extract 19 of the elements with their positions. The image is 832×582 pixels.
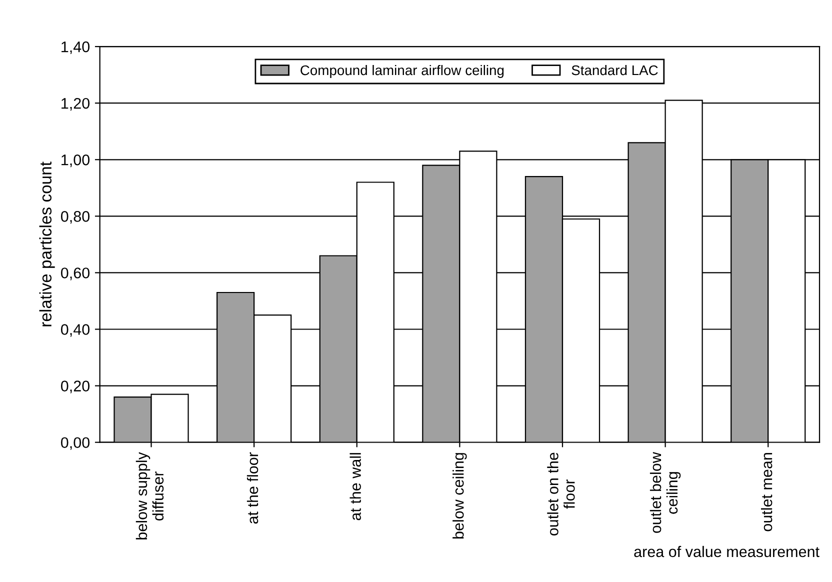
y-tick-label: 0,40	[60, 324, 90, 337]
y-tick-label: 1,00	[62, 154, 90, 168]
legend-label: Standard LAC	[572, 64, 658, 76]
y-axis-title: relative particles count	[39, 162, 55, 326]
x-tick-label: below ceiling	[452, 453, 467, 539]
x-tick-label: below supply diffuser	[136, 452, 164, 540]
x-tick-label: at the wall	[350, 453, 361, 520]
y-tick-label: 0,20	[60, 380, 90, 394]
y-tick-label: 0,60	[60, 268, 90, 280]
x-axis-title: area of value measurement	[634, 546, 820, 558]
y-tick-label: 1,20	[62, 98, 90, 111]
x-tick-label: at the floor	[246, 452, 258, 524]
x-tick-label: outlet mean	[760, 453, 772, 532]
y-tick-label: 1,40	[62, 41, 90, 54]
y-tick-label: 0,80	[60, 211, 90, 224]
y-tick-label: 0,00	[60, 437, 90, 450]
legend-label: Compound laminar airflow ceiling	[300, 64, 504, 78]
x-tick-label: outlet below ceiling	[650, 452, 681, 533]
x-tick-label: outlet on the floor	[547, 452, 575, 536]
